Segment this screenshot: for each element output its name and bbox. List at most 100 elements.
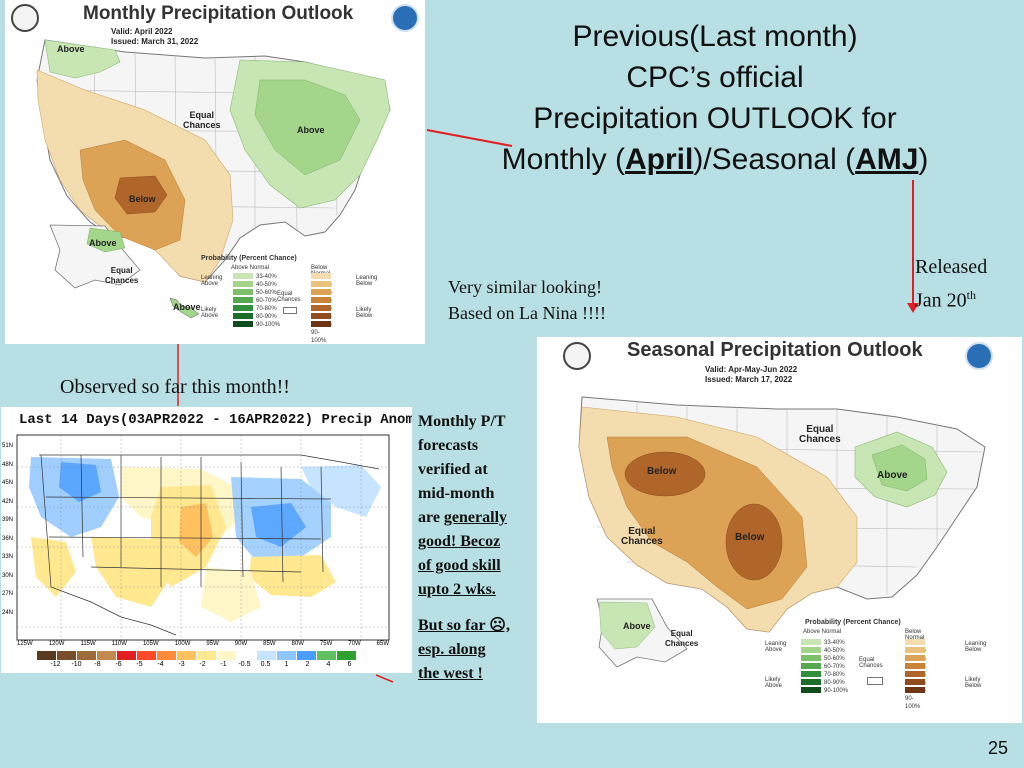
observed-color-scale	[37, 651, 357, 660]
monthly-map-graphic	[36, 39, 391, 319]
observed-scale-labels: -12 -10 -8 -6 -5 -4 -3 -2 -1 -0.5 0.5 1 2 4 6	[45, 661, 360, 668]
legend-swatch	[311, 289, 331, 296]
legend-swatch	[801, 663, 821, 670]
lon-label: 115W	[80, 641, 96, 647]
legend-swatch	[801, 655, 821, 662]
lon-label: 85W	[263, 641, 276, 647]
legend-swatch	[233, 289, 253, 296]
legend-value: 33-40%	[256, 274, 277, 280]
scale-label: -1	[220, 661, 227, 668]
seasonal-label-equal-ak: Equal Chances	[665, 629, 699, 648]
lon-label: 105W	[142, 641, 159, 647]
legend-swatch	[801, 639, 821, 646]
legend-title: Probability (Percent Chance)	[201, 255, 297, 262]
legend-below-header: Below Normal	[905, 629, 925, 641]
monthly-label-above-ak: Above	[89, 238, 117, 248]
monthly-map-title: Monthly Precipitation Outlook	[83, 3, 354, 24]
scale-label: -10	[71, 661, 82, 668]
legend-below-row: 70-80%	[905, 671, 928, 686]
legend-swatch	[311, 273, 331, 280]
legend-swatch	[905, 639, 925, 646]
seasonal-label-above-gl: Above	[877, 470, 908, 481]
doc-seal-icon	[563, 342, 591, 370]
scale-label: -6	[115, 661, 122, 668]
note-verified: Monthly P/T forecasts verified at mid-mo…	[418, 410, 533, 686]
legend-below-row: 60-70%	[905, 663, 928, 678]
observed-map-title: Last 14 Days(03APR2022 - 16APR2022) Prec…	[19, 412, 412, 428]
lon-label: 100W	[174, 641, 191, 647]
note-released: Released Jan 20th	[915, 253, 987, 315]
legend-value: 60-70%	[824, 664, 845, 670]
scale-swatch	[157, 651, 177, 660]
legend-below-row: 60-70%	[311, 297, 334, 312]
legend-swatch	[233, 321, 253, 328]
slide-title: Previous(Last month) CPC’s official Prec…	[430, 16, 1000, 180]
monthly-outlook-map: Monthly Precipitation Outlook Valid: Apr…	[5, 0, 425, 344]
lat-label: 39N	[2, 517, 14, 523]
seasonal-map-title: Seasonal Precipitation Outlook	[627, 339, 923, 361]
lat-label: 42N	[2, 498, 14, 505]
legend-swatch	[311, 305, 331, 312]
legend-title: Probability (Percent Chance)	[805, 619, 901, 626]
legend-below-row: 80-90%	[905, 679, 928, 694]
legend-below-row: 90-100%	[905, 687, 928, 710]
legend-below-swatches: 33-40%40-50%50-60%60-70%70-80%80-90% 90-1…	[311, 273, 334, 344]
legend-equal-swatch	[867, 677, 883, 685]
legend-above-row: 40-50%	[801, 647, 848, 655]
legend-value: 33-40%	[824, 640, 845, 646]
legend-value: 90-100%	[311, 330, 327, 344]
monthly-label-equal-ak: Equal Chances	[105, 266, 139, 285]
legend-above-row: 80-90%	[233, 313, 280, 321]
monthly-valid: Valid: April 2022	[111, 27, 173, 36]
legend-above-row: 80-90%	[801, 679, 848, 687]
legend-swatch	[233, 281, 253, 288]
legend-swatch	[311, 313, 331, 320]
seasonal-map-graphic	[578, 396, 986, 668]
legend-leaning-above: Leaning Above	[201, 275, 223, 287]
lon-label: 70W	[348, 641, 361, 647]
lon-label: 80W	[291, 641, 304, 647]
seasonal-legend: Probability (Percent Chance) Above Norma…	[765, 619, 986, 710]
note-released-sup: th	[966, 288, 977, 302]
monthly-legend: Probability (Percent Chance) Above Norma…	[201, 255, 377, 344]
legend-above-header: Above Normal	[803, 629, 842, 635]
verified-line-7: of good skill	[418, 557, 501, 574]
scale-label: 4	[326, 661, 331, 668]
legend-leaning-above: Leaning Above	[765, 641, 787, 653]
title-line-4-pre: Monthly (	[501, 143, 625, 176]
legend-value: 50-60%	[256, 290, 277, 296]
monthly-label-above-ne: Above	[297, 125, 325, 135]
verified-line-5b: generally	[443, 509, 508, 526]
note-similar: Very similar looking! Based on La Nina !…	[448, 274, 606, 326]
seasonal-outlook-map: Seasonal Precipitation Outlook Valid: Ap…	[537, 337, 1022, 723]
lon-label: 75W	[319, 641, 333, 647]
legend-value: 90-100%	[905, 696, 921, 710]
scale-swatch	[237, 651, 257, 660]
title-april: April	[624, 143, 694, 176]
note-similar-line-2: Based on La Nina !!!!	[448, 303, 606, 323]
seasonal-valid: Valid: Apr-May-Jun 2022	[705, 365, 798, 374]
title-line-4-post: )	[918, 143, 929, 176]
verified-line-11: the west !	[418, 665, 483, 682]
legend-above-row: 33-40%	[233, 273, 280, 281]
legend-likely-below: Likely Below	[965, 677, 982, 689]
title-line-4-mid: )/Seasonal (	[693, 143, 856, 176]
legend-swatch	[311, 297, 331, 304]
legend-equal-swatch	[283, 307, 297, 314]
legend-above-row: 90-100%	[233, 321, 280, 329]
legend-below-row: 33-40%	[905, 639, 928, 654]
legend-swatch	[801, 679, 821, 686]
legend-swatch	[233, 297, 253, 304]
scale-swatch	[117, 651, 137, 660]
scale-label: -0.5	[238, 661, 251, 668]
legend-value: 60-70%	[256, 298, 277, 304]
legend-value: 80-90%	[824, 680, 845, 686]
legend-above-row: 70-80%	[233, 305, 280, 313]
legend-below-row: 33-40%	[311, 273, 334, 288]
legend-below-swatches: 33-40%40-50%50-60%60-70%70-80%80-90% 90-1…	[905, 639, 928, 710]
verified-line-5a: are	[418, 509, 444, 526]
legend-value: 50-60%	[824, 656, 845, 662]
legend-above-header: Above Normal	[231, 265, 270, 271]
scale-swatch	[97, 651, 117, 660]
title-amj: AMJ	[855, 143, 919, 176]
